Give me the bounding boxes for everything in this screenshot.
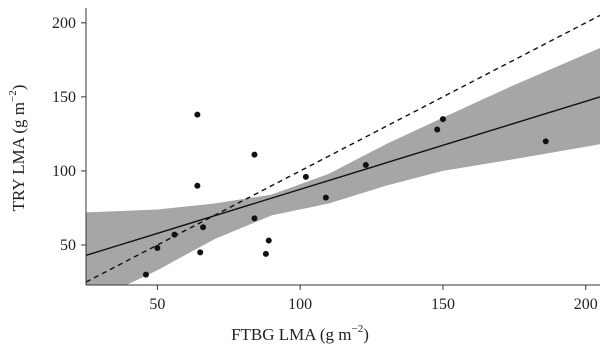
x-tick-label-150: 150	[431, 296, 455, 313]
x-tick-label-50: 50	[149, 296, 165, 313]
data-point-8	[251, 151, 258, 158]
data-point-12	[302, 173, 309, 180]
data-point-9	[251, 215, 258, 222]
data-point-17	[542, 138, 549, 145]
data-point-6	[197, 249, 204, 256]
data-point-11	[265, 237, 272, 244]
data-point-7	[200, 224, 207, 231]
data-point-10	[262, 250, 269, 257]
y-tick-label-50: 50	[60, 237, 76, 254]
confidence-band	[86, 48, 600, 285]
data-point-16	[439, 116, 446, 123]
x-tick-label-100: 100	[288, 296, 312, 313]
y-axis-title-exponent: −2	[7, 90, 19, 102]
one-to-one-reference-line	[86, 14, 600, 283]
regression-fit-line	[86, 96, 600, 257]
y-tick-label-200: 200	[52, 15, 76, 32]
y-axis-title: TRY LMA (g m−2)	[7, 85, 28, 212]
x-axis-ticks: 50 100 150 200	[149, 285, 598, 313]
y-tick-label-150: 150	[52, 89, 76, 106]
data-point-1	[142, 271, 149, 278]
data-point-14	[362, 162, 369, 169]
data-points	[142, 111, 549, 278]
data-point-5	[194, 182, 201, 189]
data-point-15	[434, 126, 441, 133]
data-point-2	[154, 244, 161, 251]
y-axis-ticks: 50 100 150 200	[52, 15, 86, 254]
x-tick-label-200: 200	[574, 296, 598, 313]
plot-area	[86, 14, 600, 285]
data-point-13	[322, 194, 329, 201]
data-point-3	[171, 231, 178, 238]
y-tick-label-100: 100	[52, 163, 76, 180]
x-axis-title-exponent: −2	[352, 323, 364, 335]
data-point-4	[194, 111, 201, 118]
x-axis-title: FTBG LMA (g m−2)	[231, 323, 369, 344]
